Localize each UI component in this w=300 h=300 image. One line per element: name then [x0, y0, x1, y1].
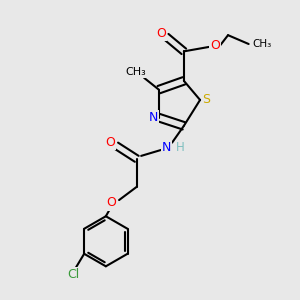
- Text: S: S: [202, 93, 211, 106]
- Text: O: O: [105, 136, 115, 149]
- Text: O: O: [106, 196, 116, 209]
- Text: N: N: [148, 111, 158, 124]
- Text: O: O: [210, 39, 220, 52]
- Text: N: N: [161, 141, 171, 154]
- Text: CH₃: CH₃: [125, 67, 146, 77]
- Text: Cl: Cl: [68, 268, 80, 281]
- Text: CH₃: CH₃: [252, 39, 272, 49]
- Text: O: O: [156, 27, 166, 40]
- Text: H: H: [176, 141, 185, 154]
